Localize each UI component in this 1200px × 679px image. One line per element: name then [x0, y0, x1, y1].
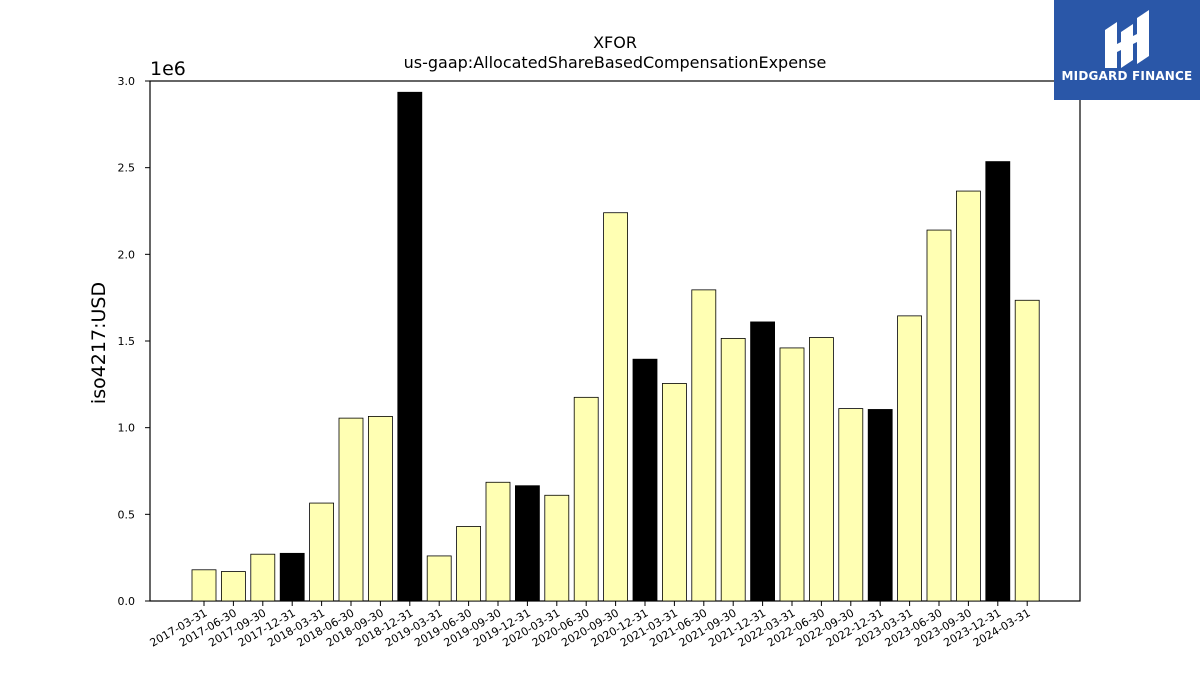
- ticks-layer: [145, 80, 1028, 606]
- bar-2023-03-31: [897, 315, 922, 602]
- y-tick-label: 2.0: [118, 248, 136, 261]
- bar-2024-03-31: [1014, 299, 1040, 602]
- y-tick-label: 0.0: [118, 595, 136, 608]
- y-axis-label: iso4217:USD: [88, 282, 110, 404]
- bar-2018-03-31: [309, 502, 335, 602]
- bar-2023-12-31: [985, 161, 1011, 602]
- bar-2022-03-31: [779, 347, 805, 602]
- bar-2017-12-31: [279, 552, 305, 602]
- bar-2017-06-30: [220, 571, 246, 602]
- y-tick-label: 2.5: [118, 162, 136, 175]
- y-axis-multiplier: 1e6: [150, 58, 186, 80]
- y-tick-label: 0.5: [118, 508, 136, 521]
- bar-2019-03-31: [426, 555, 452, 602]
- bar-2022-09-30: [838, 408, 864, 602]
- chart-subtitle: us-gaap:AllocatedShareBasedCompensationE…: [404, 53, 827, 72]
- brand-logo: MIDGARD FINANCE: [1054, 0, 1200, 100]
- bar-2021-09-30: [720, 337, 746, 602]
- bar-2017-09-30: [250, 553, 276, 602]
- bar-2018-12-31: [397, 91, 423, 602]
- y-tick-label: 1.5: [118, 335, 136, 348]
- y-tick-label: 3.0: [118, 75, 136, 88]
- bar-2020-03-31: [544, 494, 570, 602]
- bars-layer: [191, 91, 1040, 602]
- bar-2022-06-30: [809, 337, 834, 602]
- bar-2018-06-30: [338, 417, 364, 602]
- midgard-logo-icon: [1105, 10, 1149, 68]
- bar-2020-09-30: [603, 212, 628, 602]
- bar-2019-09-30: [485, 481, 511, 602]
- bar-2018-09-30: [367, 415, 393, 602]
- bar-2023-06-30: [926, 229, 952, 602]
- brand-name: MIDGARD FINANCE: [1061, 69, 1193, 83]
- chart-title: XFOR: [593, 33, 637, 52]
- bar-2017-03-31: [191, 569, 217, 602]
- bar-2021-12-31: [750, 321, 775, 602]
- bar-2019-06-30: [456, 526, 482, 602]
- y-tick-label: 1.0: [118, 422, 136, 435]
- bar-2020-12-31: [632, 358, 658, 602]
- bar-2021-06-30: [691, 289, 717, 602]
- bar-2019-12-31: [515, 485, 540, 602]
- bar-2022-12-31: [867, 409, 893, 602]
- bar-2020-06-30: [573, 396, 599, 602]
- bar-2023-09-30: [956, 190, 981, 602]
- bar-2021-03-31: [662, 383, 687, 602]
